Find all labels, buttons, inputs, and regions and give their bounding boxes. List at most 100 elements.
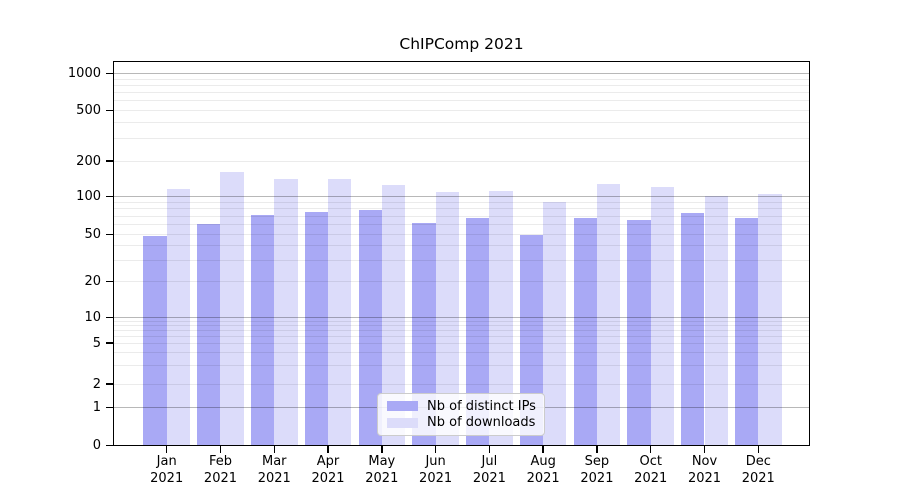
x-tick-label: Oct 2021 (609, 453, 693, 487)
bar-downloads-nov (704, 195, 728, 446)
bars-layer (113, 61, 810, 446)
x-tick-label-month: Dec (745, 454, 771, 469)
legend-swatch-distinct-ips (387, 401, 418, 412)
y-tick-500 (106, 109, 114, 112)
x-tick-label: May 2021 (340, 453, 424, 487)
gridline-y-100 (113, 196, 810, 197)
y-tick-label: 500 (76, 103, 101, 118)
x-tick-label: Dec 2021 (716, 453, 800, 487)
x-tick-feb (219, 446, 222, 453)
x-tick-label-year: 2021 (526, 471, 560, 486)
legend-label-downloads: Nb of downloads (427, 415, 536, 431)
gridline-y-500 (113, 110, 810, 111)
y-tick-50 (106, 233, 114, 236)
gridline-y-7 (113, 330, 810, 332)
x-tick-dec (757, 446, 760, 453)
y-tick-10 (106, 316, 114, 319)
x-tick-label-year: 2021 (365, 471, 399, 486)
bar-downloads-sep (596, 184, 621, 446)
x-tick-label-month: Mar (261, 454, 287, 469)
gridline-y-900 (113, 78, 810, 80)
y-tick-label: 1000 (67, 66, 101, 81)
gridline-y-700 (113, 92, 810, 94)
legend-entry-distinct-ips: Nb of distinct IPs (387, 398, 536, 414)
bar-downloads-jan (166, 189, 190, 446)
legend: Nb of distinct IPs Nb of downloads (377, 393, 545, 436)
x-tick-label-year: 2021 (311, 471, 345, 486)
bar-distinct-ips-dec (734, 217, 759, 446)
legend-entry-downloads: Nb of downloads (387, 415, 535, 430)
bar-downloads-dec (758, 194, 782, 446)
bar-distinct-ips-oct (627, 220, 651, 446)
y-tick-100 (106, 195, 114, 198)
gridline-y-30 (113, 260, 810, 262)
bar-downloads-may (381, 185, 406, 446)
x-tick-label-year: 2021 (203, 471, 238, 486)
y-tick-label: 1 (92, 400, 101, 415)
x-tick-label-year: 2021 (580, 471, 614, 486)
x-tick-label: Mar 2021 (232, 453, 316, 487)
gridline-y-9 (113, 320, 810, 322)
y-tick-label: 50 (84, 227, 101, 242)
x-tick-label: Sep 2021 (555, 453, 639, 487)
x-tick-label: Apr 2021 (286, 453, 370, 487)
bar-downloads-jun (435, 191, 459, 446)
bar-distinct-ips-feb (197, 223, 221, 446)
bar-distinct-ips-jul (466, 218, 490, 446)
bar-distinct-ips-may (358, 210, 382, 446)
gridline-y-300 (113, 138, 810, 140)
x-tick-label-year: 2021 (687, 471, 722, 486)
x-tick-label-month: Jan (156, 454, 177, 469)
x-tick-label-month: Jun (425, 454, 446, 469)
grid-layer (113, 61, 810, 446)
x-tick-label-year: 2021 (257, 471, 291, 486)
y-tick-1 (106, 406, 114, 409)
bar-downloads-feb (220, 171, 244, 446)
x-tick-jun (434, 446, 437, 453)
legend-label-distinct-ips: Nb of distinct IPs (427, 398, 536, 414)
gridline-y-70 (113, 215, 810, 217)
x-tick-jul (488, 446, 491, 453)
y-tick-2 (106, 383, 114, 385)
x-tick-label: Jun 2021 (394, 453, 478, 487)
x-tick-label-month: Nov (691, 454, 718, 469)
bar-downloads-apr (328, 178, 352, 446)
y-tick-200 (106, 160, 114, 162)
x-tick-oct (649, 446, 652, 453)
gridline-y-200 (113, 160, 810, 162)
bar-distinct-ips-sep (573, 217, 597, 446)
gridline-y-10 (113, 317, 810, 318)
gridline-y-20 (113, 281, 810, 282)
x-tick-jan (165, 446, 168, 453)
gridline-y-6 (113, 335, 810, 337)
y-tick-label: 2 (92, 376, 101, 392)
x-tick-aug (542, 446, 544, 453)
bar-distinct-ips-nov (681, 213, 705, 446)
gridline-y-400 (113, 122, 810, 124)
bar-downloads-aug (543, 202, 567, 446)
x-tick-may (381, 446, 383, 453)
x-tick-mar (273, 446, 275, 453)
x-tick-apr (327, 446, 329, 453)
x-tick-label: Aug 2021 (501, 453, 585, 487)
y-tick-20 (106, 280, 114, 283)
x-tick-label-month: Apr (316, 454, 340, 469)
gridline-y-80 (113, 208, 810, 210)
y-tick-label: 200 (76, 153, 101, 169)
x-tick-label-year: 2021 (150, 471, 184, 486)
y-tick-label: 5 (92, 335, 101, 351)
y-tick-5 (106, 342, 114, 344)
gridline-y-60 (113, 224, 810, 225)
x-tick-label-month: Aug (530, 454, 556, 469)
gridline-y-50 (113, 234, 810, 235)
bar-downloads-mar (274, 179, 298, 446)
gridline-y-40 (113, 245, 810, 247)
gridline-y-1000 (113, 73, 810, 74)
bar-distinct-ips-mar (250, 215, 275, 446)
x-tick-label: Feb 2021 (178, 453, 262, 487)
bar-downloads-oct (650, 186, 675, 446)
x-tick-label-month: Oct (639, 454, 662, 469)
x-tick-label: Nov 2021 (663, 453, 747, 487)
legend-swatch-downloads (387, 417, 418, 428)
